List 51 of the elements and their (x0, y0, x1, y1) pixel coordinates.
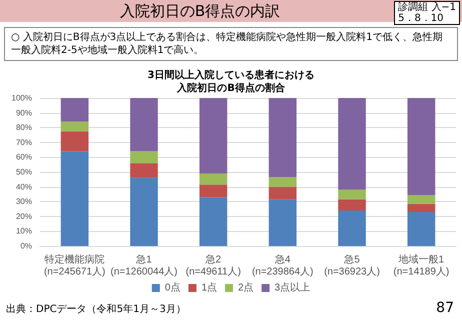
x-tick-label: 特定機能病院 (n=245671人) (44, 254, 106, 278)
y-tick-label: 40% (16, 182, 32, 192)
legend-label: 1点 (201, 282, 217, 294)
chart-title: 入院初日のB得点の内訳 (118, 2, 282, 20)
y-tick-label: 30% (16, 197, 32, 206)
bar (407, 194, 436, 204)
chart-subtitle: 3日間以上入院している患者における入院初日のB得点の割合 (148, 69, 314, 94)
source-note: 出典：DPCデータ（令和5年1月～3月） (6, 304, 186, 316)
y-tick-label: 20% (16, 212, 32, 221)
bar (407, 204, 436, 212)
bar (130, 98, 158, 152)
y-tick-label: 0% (20, 242, 32, 250)
x-tick-label: 地域一般1 (n=14189人) (393, 254, 450, 278)
bar (60, 122, 89, 132)
x-tick-label: 急2 (n=49611人) (186, 254, 241, 278)
bar (268, 98, 297, 178)
legend-label: 0点 (164, 282, 180, 294)
bar (199, 197, 228, 246)
bar (199, 98, 228, 174)
x-tick-label: 急4 (n=239864人) (252, 254, 314, 278)
bar (338, 190, 366, 200)
bar (60, 98, 89, 122)
y-tick-label: 100% (12, 94, 32, 102)
bar (130, 151, 158, 164)
bar (130, 163, 158, 178)
bar (338, 199, 366, 210)
y-tick-label: 50% (16, 168, 32, 176)
bar (338, 210, 366, 246)
bar (199, 173, 228, 185)
bar (407, 212, 436, 246)
bar (268, 177, 297, 187)
y-tick-label: 70% (16, 138, 32, 147)
x-tick-label: 急1 (n=1260044人) (110, 254, 178, 278)
bar (268, 199, 297, 246)
text: ○ 入院初日にB得点が3点以上である割合は、特定機能病院や急性期一般入院料1で低く、急性期一般入院料2-5や地域一般入院料1で高い。 (4, 27, 458, 61)
legend-label: 3点以上 (274, 282, 310, 294)
bar (60, 151, 89, 246)
text: 診調組 入−1 5．8．10 (394, 1, 460, 25)
bar (268, 186, 297, 200)
x-tick-label: 急5 (n=36923人) (324, 254, 380, 278)
y-tick-label: 80% (16, 123, 32, 132)
bar (199, 184, 228, 198)
text: 87 (436, 300, 454, 316)
bar (130, 178, 158, 246)
bar (60, 131, 89, 152)
y-tick-label: 90% (16, 108, 32, 118)
bar (407, 98, 436, 195)
legend-label: 2点 (238, 282, 254, 294)
bar (338, 98, 366, 190)
y-tick-label: 60% (16, 152, 32, 162)
y-tick-label: 10% (16, 226, 32, 236)
